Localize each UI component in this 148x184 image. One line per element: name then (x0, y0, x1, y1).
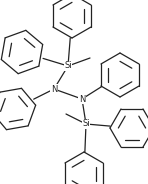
Text: N: N (51, 84, 57, 93)
Text: N: N (79, 95, 85, 103)
Text: Si: Si (64, 61, 72, 70)
Text: Si: Si (82, 119, 90, 128)
